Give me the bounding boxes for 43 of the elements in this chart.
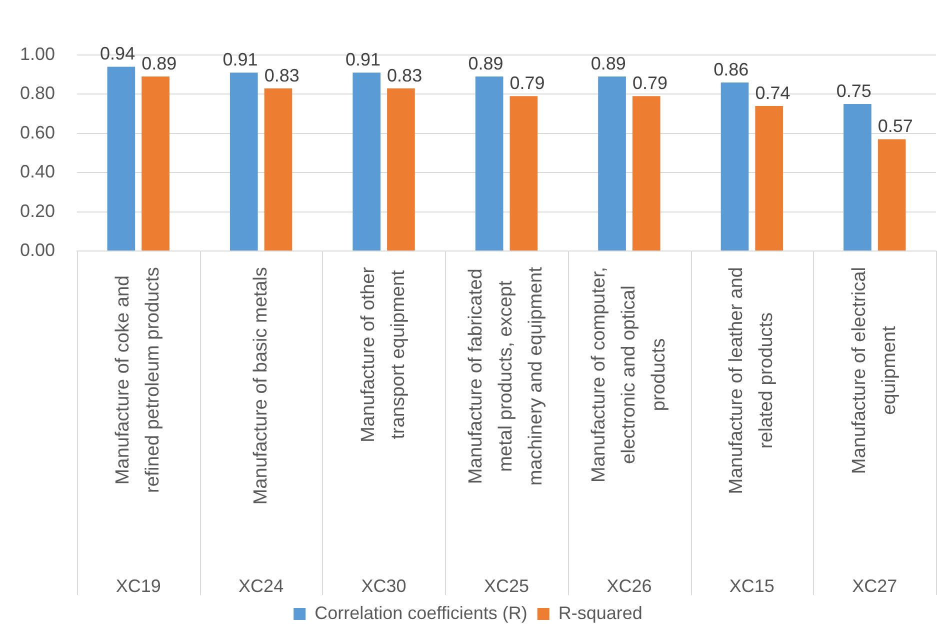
data-label: 0.79 xyxy=(632,73,668,94)
data-label: 0.89 xyxy=(142,54,177,74)
bar xyxy=(352,72,381,250)
bar xyxy=(878,139,906,250)
bar xyxy=(475,76,504,250)
data-label: 0.89 xyxy=(468,54,504,74)
y-tick-label: 0.80 xyxy=(20,83,55,104)
y-tick-label: 0.00 xyxy=(20,240,55,260)
data-label: 0.83 xyxy=(387,65,422,86)
category-label: Manufacture of electrical equipment XC27 xyxy=(848,266,900,596)
bar xyxy=(844,104,872,250)
bar xyxy=(387,88,415,250)
category-label: Manufacture of basic metals XC24 xyxy=(238,266,284,596)
bar xyxy=(632,96,660,250)
data-label: 0.86 xyxy=(714,59,749,80)
legend-label: Correlation coefficients (R) xyxy=(314,602,528,623)
bar xyxy=(142,76,170,250)
data-label: 0.79 xyxy=(510,73,545,94)
data-label: 0.74 xyxy=(755,82,790,103)
legend-label: R-squared xyxy=(558,602,642,623)
category-label: Manufacture of coke and refined petroleum products XC19 xyxy=(112,267,164,596)
y-tick-label: 0.60 xyxy=(20,122,55,142)
bar xyxy=(264,88,292,250)
data-label: 0.83 xyxy=(264,65,300,86)
bar xyxy=(598,76,626,250)
category-label: Manufacture of fabricated metal products, except machinery and equipment XC25 xyxy=(466,266,547,596)
data-label: 0.91 xyxy=(345,50,381,70)
y-tick-label: 0.40 xyxy=(20,162,55,182)
data-label: 0.57 xyxy=(878,116,913,136)
y-tick-label: 0.20 xyxy=(20,200,55,221)
bar xyxy=(230,72,258,250)
bar xyxy=(720,82,749,250)
bar xyxy=(107,66,136,250)
data-label: 0.89 xyxy=(590,54,626,74)
y-tick-label: 1.00 xyxy=(20,44,55,64)
bar xyxy=(510,96,538,250)
category-label: Manufacture of leather and related products XC15 xyxy=(726,267,778,596)
data-label: 0.75 xyxy=(836,80,872,101)
category-label: Manufacture of other transport equipment XC30 xyxy=(358,267,410,596)
category-label: Manufacture of computer, electronic and optical products XC26 xyxy=(588,266,670,596)
data-label: 0.94 xyxy=(100,44,136,64)
data-label: 0.91 xyxy=(222,50,258,70)
bar xyxy=(755,106,784,250)
